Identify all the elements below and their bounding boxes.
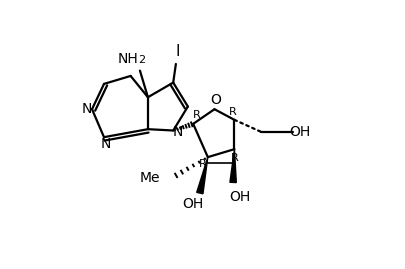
Text: 2: 2 [139, 55, 146, 65]
Text: N: N [100, 137, 111, 151]
Text: Me: Me [139, 171, 160, 185]
Text: I: I [176, 44, 180, 59]
Text: R: R [228, 107, 236, 117]
Text: R: R [231, 153, 239, 164]
Text: R: R [192, 109, 200, 119]
Text: N: N [173, 125, 183, 139]
Text: NH: NH [117, 52, 139, 66]
Text: O: O [210, 93, 221, 107]
Text: N: N [81, 102, 92, 116]
Text: OH: OH [229, 190, 250, 204]
Polygon shape [230, 149, 236, 183]
Text: OH: OH [183, 197, 204, 211]
Text: R: R [198, 159, 207, 169]
Text: OH: OH [289, 125, 310, 139]
Polygon shape [197, 157, 208, 194]
